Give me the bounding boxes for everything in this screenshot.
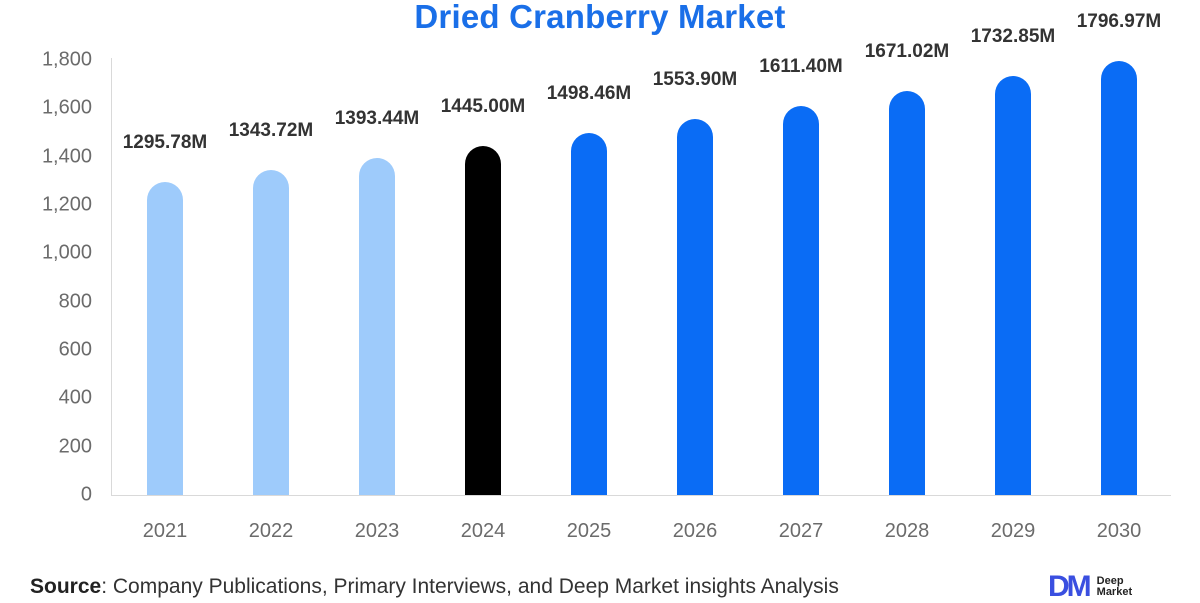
y-tick-label: 1,200 [41, 193, 92, 216]
value-label: 1796.97M [1076, 10, 1162, 32]
bar-2022 [253, 170, 289, 495]
x-tick-label: 2024 [460, 520, 506, 542]
x-tick-label: 2026 [672, 520, 718, 542]
source-text: : Company Publications, Primary Intervie… [101, 575, 839, 598]
logo-line-1: Deep [1096, 575, 1124, 587]
value-label: 1343.72M [228, 120, 314, 142]
x-tick-label: 2029 [990, 520, 1036, 542]
y-tick-label: 1,600 [41, 96, 92, 119]
source-note: Source: Company Publications, Primary In… [30, 575, 839, 599]
value-label: 1671.02M [864, 41, 950, 63]
y-tick-label: 1,000 [41, 241, 92, 264]
chart-title: Dried Cranberry Market [414, 0, 786, 35]
x-axis-line [111, 495, 1171, 496]
bar-2021 [147, 181, 183, 495]
y-tick-label: 1,800 [41, 48, 92, 71]
value-label: 1553.90M [652, 69, 738, 91]
bar-2025 [571, 132, 607, 495]
y-axis-line [111, 58, 112, 496]
bar-2023 [359, 158, 395, 495]
x-tick-label: 2021 [142, 520, 188, 542]
logo-mark-icon: DM [1048, 570, 1092, 603]
y-tick-label: 600 [58, 338, 92, 361]
value-label: 1393.44M [334, 108, 420, 130]
y-tick-label: 1,400 [41, 145, 92, 168]
y-tick-label: 800 [58, 290, 92, 313]
company-logo: DM Deep Market [1048, 570, 1132, 603]
logo-line-2: Market [1096, 586, 1133, 598]
y-tick-label: 200 [58, 435, 92, 458]
logo-text: Deep Market [1097, 576, 1132, 598]
value-label: 1498.46M [546, 82, 632, 104]
y-tick-label: 400 [58, 386, 92, 409]
x-tick-label: 2027 [778, 520, 824, 542]
x-tick-label: 2022 [248, 520, 294, 542]
bar-2024 [465, 145, 501, 495]
value-label: 1295.78M [122, 131, 208, 153]
value-label: 1611.40M [759, 55, 843, 77]
bar-2026 [677, 119, 713, 495]
bar-2029 [995, 76, 1031, 495]
x-tick-label: 2028 [884, 520, 930, 542]
bar-2030 [1101, 60, 1137, 495]
y-tick-label: 0 [80, 483, 92, 506]
bar-2027 [783, 105, 819, 495]
x-tick-label: 2030 [1096, 520, 1142, 542]
value-label: 1732.85M [970, 26, 1056, 48]
source-prefix: Source [30, 575, 102, 598]
value-label: 1445.00M [440, 95, 526, 117]
bar-2028 [889, 91, 925, 495]
x-tick-label: 2023 [354, 520, 400, 542]
x-tick-label: 2025 [566, 520, 612, 542]
